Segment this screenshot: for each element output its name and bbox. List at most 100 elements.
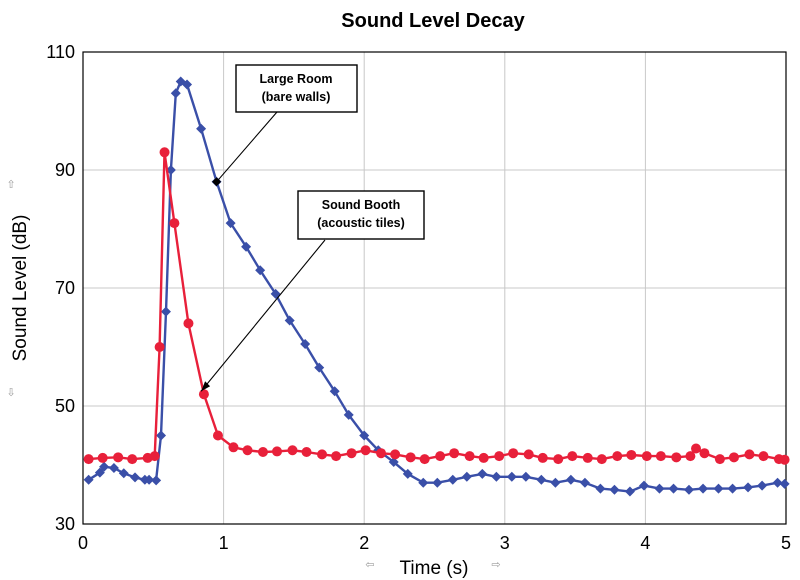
data-point <box>714 454 725 465</box>
data-point <box>654 483 665 494</box>
data-point <box>182 79 193 90</box>
annotation-arrow <box>200 239 326 392</box>
data-point <box>94 467 105 478</box>
data-point <box>779 478 790 489</box>
data-point <box>758 451 769 462</box>
data-point <box>553 454 564 465</box>
data-point <box>388 457 399 468</box>
x-scroll-left-icon[interactable]: ⇦ <box>365 558 374 571</box>
data-point <box>685 451 696 462</box>
data-point <box>241 241 252 252</box>
data-point <box>272 446 283 457</box>
data-point <box>331 451 342 462</box>
data-point <box>772 477 783 488</box>
data-point <box>683 484 694 495</box>
data-point <box>449 448 460 459</box>
annotation-large-room: Large Room (bare walls) <box>212 64 358 187</box>
data-point <box>579 477 590 488</box>
y-tick-label: 30 <box>55 514 75 534</box>
data-point <box>317 449 328 460</box>
data-point <box>83 474 94 485</box>
data-point <box>757 480 768 491</box>
data-point <box>151 475 162 486</box>
data-point <box>779 454 790 465</box>
data-point <box>169 218 180 229</box>
data-point <box>699 448 710 459</box>
data-point <box>156 430 167 441</box>
data-point <box>225 218 236 229</box>
data-point <box>638 480 649 491</box>
data-point <box>287 445 298 456</box>
data-point <box>668 483 679 494</box>
data-point <box>390 449 401 460</box>
data-point <box>464 451 475 462</box>
plot-area <box>82 51 787 525</box>
y-tick-labels: 30 50 70 90 110 <box>46 42 75 534</box>
data-point <box>567 451 578 462</box>
data-point <box>402 468 413 479</box>
x-tick-label: 5 <box>781 533 791 553</box>
data-point <box>596 454 607 465</box>
grid-lines <box>83 52 786 524</box>
data-point <box>744 449 755 460</box>
data-point <box>506 471 517 482</box>
data-point <box>536 474 547 485</box>
data-point <box>99 461 110 472</box>
data-point <box>360 445 371 456</box>
annotation-box <box>235 64 358 113</box>
data-point <box>113 452 124 463</box>
data-point <box>671 452 682 463</box>
series-sound-booth <box>83 147 790 465</box>
annotation-sound-booth: Sound Booth (acoustic tiles) <box>200 190 425 392</box>
data-point <box>609 484 620 495</box>
data-point <box>284 315 295 326</box>
annotation-arrowhead <box>201 381 211 392</box>
annotation-label-line-2: (acoustic tiles) <box>317 216 405 230</box>
data-point <box>478 452 489 463</box>
y-tick-label: 90 <box>55 160 75 180</box>
data-point <box>242 445 253 456</box>
data-point <box>83 454 94 465</box>
data-point <box>160 306 171 317</box>
x-tick-label: 2 <box>359 533 369 553</box>
data-point <box>624 486 635 497</box>
data-point <box>728 452 739 463</box>
data-point <box>582 452 593 463</box>
series-line-large-room <box>87 80 785 493</box>
y-scroll-up-icon[interactable]: ⇧ <box>6 178 15 191</box>
data-point <box>154 342 165 352</box>
data-point <box>346 448 357 459</box>
data-point <box>300 339 311 350</box>
data-point <box>550 477 561 488</box>
data-point <box>405 452 416 463</box>
data-point <box>418 477 429 488</box>
data-point <box>118 468 129 479</box>
x-tick-label: 4 <box>640 533 650 553</box>
y-scroll-down-icon[interactable]: ⇩ <box>6 386 15 399</box>
data-point <box>149 451 160 462</box>
annotation-label-line-1: Large Room <box>260 72 333 86</box>
data-point <box>641 451 652 462</box>
data-point <box>183 318 194 329</box>
data-point <box>491 471 502 482</box>
data-point <box>228 442 239 453</box>
y-tick-label: 110 <box>46 42 75 62</box>
annotation-label-line-1: Sound Booth <box>322 198 400 212</box>
x-tick-label: 0 <box>78 533 88 553</box>
data-point <box>655 451 666 462</box>
x-scroll-right-icon[interactable]: ⇨ <box>491 558 500 571</box>
x-tick-label: 1 <box>219 533 229 553</box>
data-point <box>494 451 505 462</box>
data-point <box>198 389 209 400</box>
x-tick-label: 3 <box>500 533 510 553</box>
data-point <box>626 449 637 460</box>
series-line-sound-booth <box>88 151 785 461</box>
data-point <box>359 430 370 441</box>
data-point <box>565 474 576 485</box>
y-axis-label: Sound Level (dB) <box>10 215 31 362</box>
data-point <box>419 454 430 465</box>
data-point <box>130 472 141 483</box>
data-point <box>432 477 443 488</box>
